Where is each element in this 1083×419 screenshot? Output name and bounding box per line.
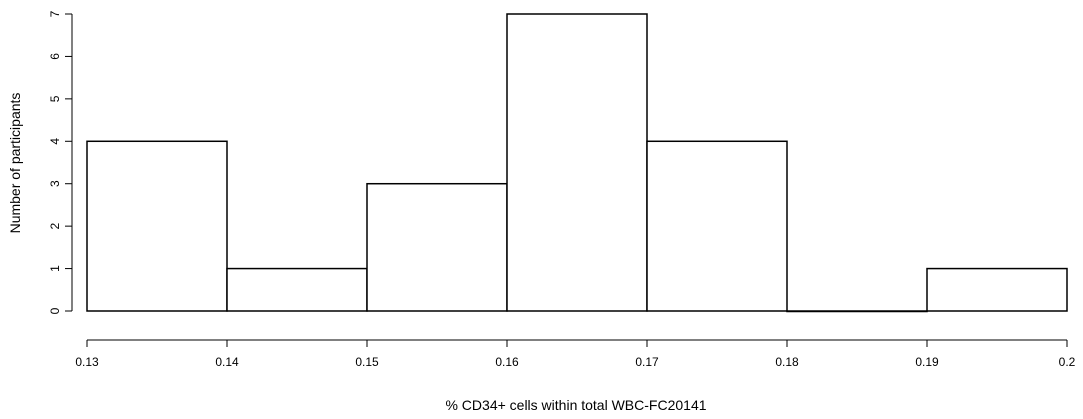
x-tick-label-1: 0.14 [215, 355, 239, 369]
y-tick-label-1: 1 [48, 265, 62, 272]
histogram-bar-6 [926, 267, 1068, 312]
y-tick-label-6: 6 [48, 53, 62, 60]
y-axis: 0 1 2 3 4 5 6 7 [48, 10, 73, 314]
histogram-bars [86, 13, 1068, 313]
x-tick-label-5: 0.18 [775, 355, 799, 369]
y-tick-label-7: 7 [48, 10, 62, 17]
y-tick-label-3: 3 [48, 180, 62, 187]
histogram-bar-2 [366, 182, 508, 312]
histogram-bar-4 [646, 140, 788, 312]
x-tick-label-7: 0.2 [1059, 355, 1076, 369]
x-tick-label-6: 0.19 [915, 355, 939, 369]
y-tick-label-5: 5 [48, 95, 62, 102]
y-tick-label-2: 2 [48, 222, 62, 229]
y-tick-label-4: 4 [48, 138, 62, 145]
x-tick-label-3: 0.16 [495, 355, 519, 369]
histogram-bar-0 [86, 140, 228, 312]
y-tick-label-0: 0 [48, 307, 62, 314]
x-tick-label-0: 0.13 [75, 355, 99, 369]
x-tick-label-4: 0.17 [635, 355, 659, 369]
histogram-bar-3 [506, 13, 648, 312]
x-tick-label-2: 0.15 [355, 355, 379, 369]
x-axis: 0.13 0.14 0.15 0.16 0.17 0.18 0.19 0.2 [75, 339, 1076, 369]
x-axis-label: % CD34+ cells within total WBC-FC20141 [445, 397, 706, 413]
histogram-bar-1 [226, 267, 368, 312]
histogram-bar-5 [786, 310, 928, 313]
y-axis-label: Number of participants [7, 93, 23, 234]
